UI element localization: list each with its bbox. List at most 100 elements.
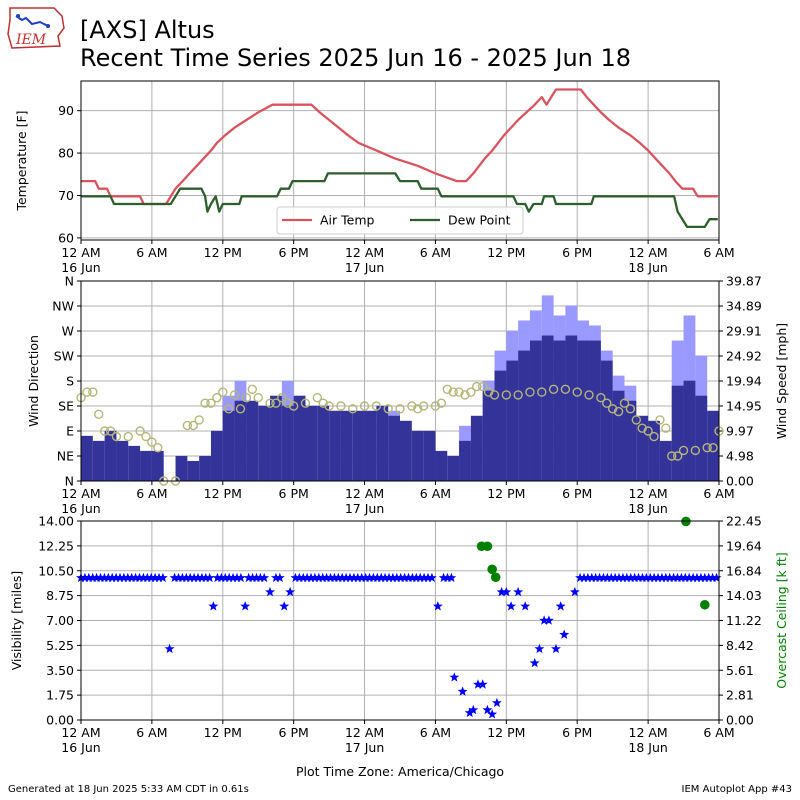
- wind-speed-bar: [104, 430, 117, 481]
- visibility-point: [711, 572, 722, 583]
- wind-direction-point: [253, 392, 263, 403]
- visibility-point: [232, 572, 242, 583]
- y2-tick-label: 14.95: [726, 399, 762, 414]
- wind-direction-point: [147, 437, 157, 447]
- wind-direction-point: [619, 398, 630, 408]
- visibility-point: [150, 572, 160, 583]
- visibility-point: [543, 615, 554, 625]
- visibility-point: [457, 686, 468, 696]
- visibility-point: [83, 572, 94, 583]
- wind-direction-point: [637, 423, 647, 433]
- wind-speed-bar: [340, 410, 353, 481]
- wind-direction-point: [395, 404, 405, 414]
- wind-direction-point: [212, 392, 222, 403]
- wind-direction-point: [265, 398, 275, 408]
- y-tick-label: 60: [58, 230, 74, 245]
- ceiling-point: [487, 564, 497, 575]
- y2-tick-label: 0.00: [726, 713, 754, 728]
- wind-direction-point: [229, 390, 240, 400]
- visibility-point: [333, 572, 344, 583]
- y-tick-label: 1.75: [46, 688, 74, 703]
- wind-direction-point: [336, 401, 346, 411]
- visibility-point: [337, 572, 348, 583]
- y2-tick-label: 39.87: [726, 274, 762, 289]
- y2-tick-label: 34.89: [726, 299, 762, 314]
- visibility-point: [243, 572, 254, 583]
- visibility-point: [559, 629, 570, 639]
- y-tick-label: 90: [58, 103, 74, 118]
- visibility-point: [633, 572, 644, 583]
- wind-direction-point: [194, 415, 204, 425]
- visibility-point: [196, 572, 207, 583]
- x-tick-label: 12 AM: [345, 725, 384, 740]
- y-tick-label: NE: [57, 449, 74, 464]
- wind-speed-bar: [600, 360, 613, 481]
- series-line-air-temp: [81, 88, 718, 206]
- y-tick-label: 80: [58, 146, 74, 161]
- wind-direction-point: [99, 426, 110, 436]
- y2-tick-label: 29.91: [726, 324, 762, 339]
- y-tick-label: 70: [58, 188, 74, 203]
- x-tick-label: 12 PM: [487, 725, 525, 740]
- y-axis-label: Temperature [F]: [14, 110, 29, 211]
- wind-direction-point: [560, 384, 571, 395]
- wind-speed-bar: [92, 440, 105, 481]
- x-tick-label: 6 PM: [279, 245, 309, 260]
- visibility-point: [649, 572, 660, 583]
- wind-speed-bar: [329, 410, 341, 481]
- wind-direction-point: [460, 390, 470, 400]
- x-tick-label: 6 AM: [136, 725, 167, 740]
- chart-title-range: Recent Time Series 2025 Jun 16 - 2025 Ju…: [80, 44, 632, 72]
- wind-direction-point: [690, 445, 701, 456]
- y2-tick-label: 2.81: [726, 688, 754, 703]
- wind-speed-bar: [648, 420, 660, 481]
- wind-speed-bar: [293, 395, 306, 481]
- visibility-point: [473, 679, 483, 689]
- wind-direction-point: [430, 401, 441, 411]
- wind-direction-point: [182, 420, 193, 431]
- wind-speed-bar: [435, 450, 448, 481]
- visibility-point: [220, 572, 231, 583]
- visibility-point: [703, 572, 714, 583]
- visibility-point: [637, 572, 648, 583]
- x-tick-label: 12 AM: [61, 725, 100, 740]
- visibility-point: [520, 601, 531, 611]
- visibility-point: [625, 572, 636, 583]
- visibility-point: [446, 572, 457, 583]
- legend: Air Temp Dew Point: [276, 206, 524, 235]
- wind-direction-point: [655, 415, 665, 425]
- wind-direction-point: [111, 431, 122, 442]
- visibility-point: [621, 572, 632, 583]
- visibility-point: [157, 572, 168, 583]
- visibility-point: [352, 572, 363, 583]
- wind-direction-point: [436, 398, 447, 408]
- visibility-point: [586, 572, 597, 583]
- visibility-point: [364, 572, 375, 583]
- visibility-point: [641, 572, 652, 583]
- wind-direction-point: [631, 415, 641, 425]
- wind-speed-bar: [529, 340, 542, 481]
- wind-direction-point: [472, 381, 482, 392]
- visibility-point: [341, 572, 352, 583]
- wind-speed-bar: [447, 455, 460, 481]
- y-tick-label: 7.00: [46, 613, 74, 628]
- y2-tick-label: 5.61: [726, 663, 754, 678]
- visibility-point: [111, 572, 121, 583]
- x-tick-label: 12 AM: [345, 486, 384, 501]
- visibility-point: [138, 572, 149, 583]
- visibility-point: [403, 572, 414, 583]
- x-date-label: 16 Jun: [61, 740, 100, 755]
- visibility-point: [598, 572, 609, 583]
- y-tick-label: 14.00: [38, 514, 74, 529]
- wind-direction-point: [537, 387, 547, 397]
- series-line-dew-point: [81, 172, 718, 229]
- wind-direction-point: [312, 392, 322, 403]
- wind-speed-bar: [482, 390, 495, 481]
- visibility-point: [602, 572, 613, 583]
- visibility-point: [579, 572, 589, 583]
- visibility-point: [391, 572, 402, 583]
- x-tick-label: 6 AM: [420, 725, 451, 740]
- wind-speed-bar: [506, 360, 519, 481]
- visibility-point: [360, 572, 371, 583]
- wind-direction-point: [241, 392, 252, 403]
